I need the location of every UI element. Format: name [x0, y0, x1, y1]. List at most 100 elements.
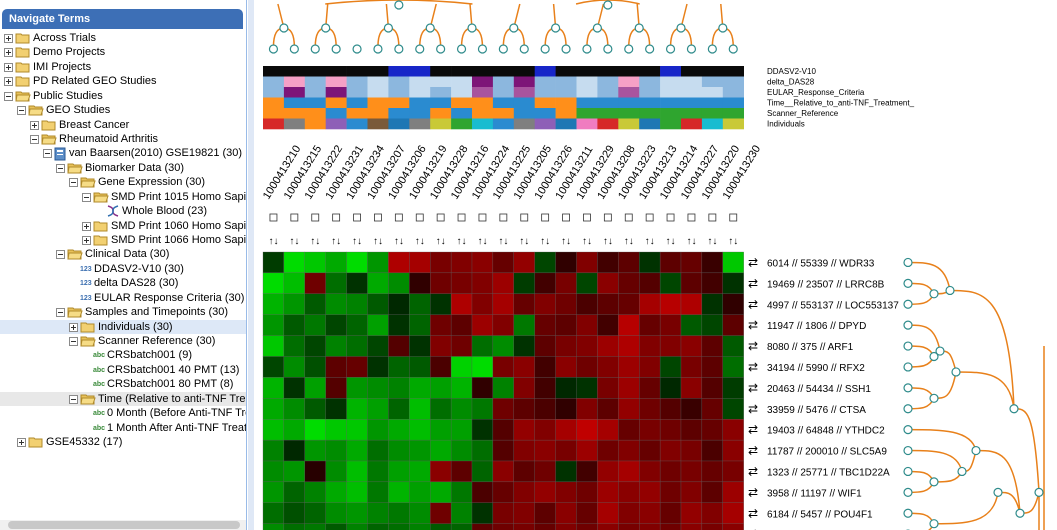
heatmap-cell[interactable] [555, 335, 577, 357]
heatmap-cell[interactable] [346, 523, 368, 530]
annotation-cell[interactable] [681, 66, 703, 77]
heatmap-cell[interactable] [618, 460, 640, 483]
heatmap-cell[interactable] [513, 272, 535, 294]
annotation-cell[interactable] [618, 108, 640, 119]
heatmap-cell[interactable] [450, 502, 473, 524]
heatmap-cell[interactable] [325, 356, 347, 378]
heatmap-cell[interactable] [325, 460, 347, 483]
heatmap-cell[interactable] [534, 502, 556, 524]
heatmap-cell[interactable] [409, 481, 431, 503]
annotation-cell[interactable] [555, 108, 577, 119]
heatmap-cell[interactable] [367, 335, 389, 357]
heatmap-cell[interactable] [618, 398, 640, 420]
annotation-cell[interactable] [513, 118, 535, 130]
heatmap-cell[interactable] [534, 272, 556, 294]
heatmap-cell[interactable] [555, 419, 577, 441]
heatmap-cell[interactable] [388, 293, 410, 315]
annotation-cell[interactable] [639, 118, 661, 130]
heatmap-cell[interactable] [597, 481, 619, 503]
dendrogram-leaf-node[interactable] [903, 487, 913, 497]
heatmap-cell[interactable] [471, 523, 494, 530]
heatmap-cell[interactable] [492, 335, 514, 357]
heatmap-cell[interactable] [639, 377, 661, 399]
annotation-cell[interactable] [576, 66, 598, 77]
annotation-cell[interactable] [263, 108, 285, 119]
heatmap-cell[interactable] [388, 481, 410, 503]
heatmap-cell[interactable] [283, 293, 305, 315]
annotation-cell[interactable] [660, 97, 682, 109]
heatmap-cell[interactable] [262, 251, 285, 274]
annotation-cell[interactable] [618, 118, 640, 130]
heatmap-cell[interactable] [262, 439, 285, 462]
annotation-cell[interactable] [325, 108, 347, 119]
sort-column-icon[interactable]: ↑↓ [352, 236, 362, 247]
heatmap-cell[interactable] [680, 502, 703, 524]
heatmap-cell[interactable] [430, 272, 452, 294]
heatmap-cell[interactable] [576, 460, 598, 483]
annotation-cell[interactable] [304, 87, 326, 98]
heatmap-cell[interactable] [409, 293, 431, 315]
dendrogram-node[interactable] [1034, 487, 1044, 497]
sample-select-checkbox[interactable] [394, 213, 403, 222]
expand-toggle-icon[interactable] [4, 76, 13, 87]
sort-column-icon[interactable]: ↑↓ [394, 236, 404, 247]
annotation-cell[interactable] [304, 108, 326, 119]
heatmap-cell[interactable] [722, 377, 744, 399]
sample-select-checkbox[interactable] [457, 213, 466, 222]
heatmap-cell[interactable] [597, 377, 619, 399]
annotation-cell[interactable] [388, 66, 410, 77]
sample-select-checkbox[interactable] [624, 213, 633, 222]
annotation-cell[interactable] [597, 87, 619, 98]
annotation-cell[interactable] [597, 118, 619, 130]
heatmap-cell[interactable] [471, 398, 494, 420]
heatmap-cell[interactable] [659, 523, 682, 530]
sort-column-icon[interactable]: ↑↓ [686, 236, 696, 247]
sort-column-icon[interactable]: ↑↓ [457, 236, 467, 247]
heatmap-cell[interactable] [283, 272, 305, 294]
heatmap-cell[interactable] [680, 460, 703, 483]
heatmap-cell[interactable] [262, 460, 285, 483]
heatmap-cell[interactable] [513, 335, 535, 357]
annotation-cell[interactable] [534, 76, 556, 88]
dendrogram-leaf-node[interactable] [707, 44, 717, 54]
row-sort-icon[interactable]: ⇄ [748, 464, 758, 478]
row-sort-icon[interactable]: ⇄ [748, 339, 758, 353]
annotation-cell[interactable] [722, 66, 744, 77]
heatmap-cell[interactable] [701, 251, 723, 274]
heatmap-cell[interactable] [430, 293, 452, 315]
heatmap-cell[interactable] [618, 293, 640, 315]
heatmap-cell[interactable] [513, 502, 535, 524]
sample-select-checkbox[interactable] [729, 213, 738, 222]
annotation-cell[interactable] [618, 97, 640, 109]
heatmap-cell[interactable] [659, 502, 682, 524]
sort-column-icon[interactable]: ↑↓ [289, 236, 299, 247]
heatmap-cell[interactable] [576, 398, 598, 420]
annotation-cell[interactable] [283, 97, 306, 109]
heatmap-cell[interactable] [346, 335, 368, 357]
heatmap-cell[interactable] [325, 398, 347, 420]
annotation-cell[interactable] [660, 66, 682, 77]
panel-splitter[interactable] [248, 0, 254, 530]
row-sort-icon[interactable]: ⇄ [748, 444, 758, 458]
heatmap-cell[interactable] [430, 251, 452, 274]
heatmap-cell[interactable] [283, 356, 305, 378]
annotation-cell[interactable] [430, 118, 452, 130]
heatmap-cell[interactable] [346, 293, 368, 315]
dendrogram-leaf-node[interactable] [645, 44, 655, 54]
heatmap-cell[interactable] [367, 293, 389, 315]
heatmap-cell[interactable] [492, 502, 514, 524]
heatmap-cell[interactable] [492, 356, 514, 378]
annotation-cell[interactable] [597, 66, 619, 77]
annotation-cell[interactable] [555, 76, 577, 88]
dendrogram-node[interactable] [971, 445, 981, 456]
annotation-cell[interactable] [430, 87, 452, 98]
heatmap-cell[interactable] [597, 419, 619, 441]
dendrogram-leaf-node[interactable] [352, 44, 362, 54]
heatmap-cell[interactable] [639, 293, 661, 315]
heatmap-cell[interactable] [513, 314, 535, 336]
annotation-cell[interactable] [304, 66, 326, 77]
annotation-cell[interactable] [367, 87, 389, 98]
annotation-cell[interactable] [304, 97, 326, 109]
heatmap-cell[interactable] [430, 356, 452, 378]
annotation-cell[interactable] [263, 76, 285, 88]
